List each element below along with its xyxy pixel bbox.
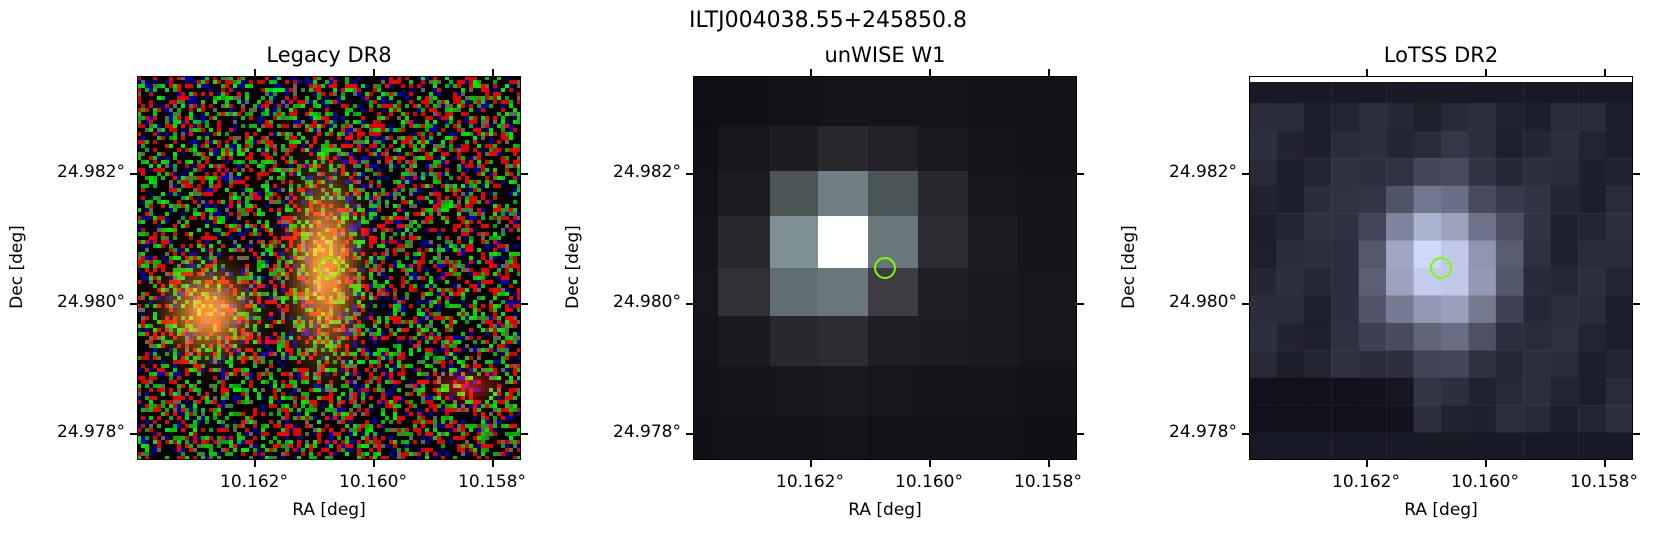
y-axis-label: Dec [deg]	[563, 225, 583, 309]
ytick-mark	[1077, 433, 1084, 435]
unwise-w1-axes	[693, 76, 1077, 460]
panel-title-lotss: LoTSS DR2	[1383, 43, 1499, 67]
xtick-mark	[1048, 460, 1050, 467]
xtick-label: 10.158°	[1014, 472, 1082, 492]
x-axis-label: RA [deg]	[1404, 500, 1478, 520]
ytick-mark	[130, 433, 137, 435]
xtick-mark	[1485, 69, 1487, 76]
source-marker	[318, 257, 340, 279]
ytick-mark	[1633, 303, 1640, 305]
ytick-mark	[130, 173, 137, 175]
ytick-label: 24.982°	[57, 162, 125, 182]
ytick-label: 24.982°	[1169, 162, 1237, 182]
legacy-dr8-axes	[137, 76, 521, 460]
xtick-mark	[1366, 460, 1368, 467]
x-axis-label: RA [deg]	[848, 500, 922, 520]
ytick-mark	[1633, 433, 1640, 435]
ytick-label: 24.978°	[613, 422, 681, 442]
ytick-mark	[1242, 173, 1249, 175]
xtick-mark	[373, 69, 375, 76]
xtick-label: 10.162°	[220, 472, 288, 492]
ytick-mark	[686, 173, 693, 175]
ytick-mark	[521, 303, 528, 305]
axes-frame	[137, 76, 521, 460]
figure-title: ILTJ004038.55+245850.8	[688, 8, 968, 33]
xtick-mark	[1366, 69, 1368, 76]
axes-frame	[693, 76, 1077, 460]
xtick-label: 10.162°	[1332, 472, 1400, 492]
xtick-label: 10.160°	[895, 472, 963, 492]
panel-title-unwise: unWISE W1	[824, 43, 946, 67]
ytick-mark	[686, 303, 693, 305]
xtick-label: 10.158°	[1570, 472, 1638, 492]
xtick-label: 10.160°	[339, 472, 407, 492]
axes-frame	[1249, 76, 1633, 460]
ytick-mark	[1077, 303, 1084, 305]
ytick-mark	[686, 433, 693, 435]
xtick-mark	[929, 69, 931, 76]
xtick-mark	[373, 460, 375, 467]
xtick-mark	[1604, 460, 1606, 467]
xtick-mark	[1048, 69, 1050, 76]
source-marker	[874, 257, 896, 279]
xtick-mark	[492, 460, 494, 467]
y-axis-label: Dec [deg]	[1119, 225, 1139, 309]
xtick-mark	[810, 460, 812, 467]
xtick-mark	[254, 69, 256, 76]
ytick-mark	[1077, 173, 1084, 175]
xtick-label: 10.158°	[458, 472, 526, 492]
ytick-label: 24.980°	[613, 292, 681, 312]
ytick-mark	[1242, 433, 1249, 435]
ytick-mark	[521, 173, 528, 175]
lotss-dr2-axes	[1249, 76, 1633, 460]
ytick-mark	[1633, 173, 1640, 175]
xtick-mark	[929, 460, 931, 467]
ytick-label: 24.980°	[1169, 292, 1237, 312]
xtick-mark	[1485, 460, 1487, 467]
xtick-label: 10.162°	[776, 472, 844, 492]
xtick-label: 10.160°	[1451, 472, 1519, 492]
xtick-mark	[254, 460, 256, 467]
ytick-mark	[1242, 303, 1249, 305]
xtick-mark	[492, 69, 494, 76]
y-axis-label: Dec [deg]	[7, 225, 27, 309]
xtick-mark	[1604, 69, 1606, 76]
x-axis-label: RA [deg]	[292, 500, 366, 520]
ytick-label: 24.978°	[1169, 422, 1237, 442]
ytick-label: 24.978°	[57, 422, 125, 442]
source-marker	[1430, 257, 1452, 279]
xtick-mark	[810, 69, 812, 76]
ytick-mark	[130, 303, 137, 305]
ytick-mark	[521, 433, 528, 435]
ytick-label: 24.980°	[57, 292, 125, 312]
ytick-label: 24.982°	[613, 162, 681, 182]
panel-title-legacy: Legacy DR8	[266, 43, 392, 67]
